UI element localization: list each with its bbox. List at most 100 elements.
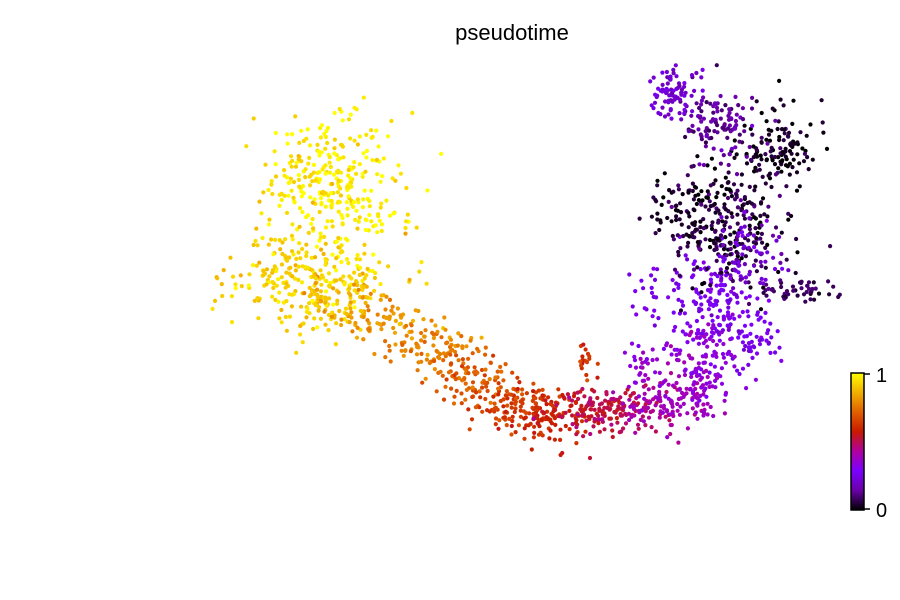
scatter-point-1966 xyxy=(671,189,676,194)
scatter-point-1175 xyxy=(585,378,590,383)
scatter-point-1898 xyxy=(700,198,705,203)
scatter-point-1739 xyxy=(770,233,776,238)
scatter-point-1957 xyxy=(678,201,683,206)
scatter-point-1414 xyxy=(688,386,693,391)
scatter-point-1471 xyxy=(707,370,712,375)
scatter-point-1072 xyxy=(509,423,514,429)
scatter-point-2356 xyxy=(771,255,776,260)
scatter-point-103 xyxy=(319,123,324,128)
scatter-point-2208 xyxy=(682,81,687,86)
scatter-point-1388 xyxy=(714,376,720,381)
scatter-point-1100 xyxy=(587,455,593,461)
scatter-point-1052 xyxy=(583,429,588,434)
scatter-point-968 xyxy=(503,393,509,398)
scatter-point-316 xyxy=(377,260,382,265)
scatter-point-685 xyxy=(389,308,394,313)
scatter-point-1821 xyxy=(675,233,680,238)
scatter-point-2317 xyxy=(806,280,812,285)
scatter-point-2178 xyxy=(720,125,725,130)
scatter-point-1090 xyxy=(576,396,581,401)
scatter-point-172 xyxy=(354,208,359,213)
scatter-point-1601 xyxy=(669,352,674,357)
scatter-point-262 xyxy=(252,298,257,303)
scatter-point-69 xyxy=(393,178,398,183)
scatter-point-156 xyxy=(300,209,305,215)
scatter-point-1475 xyxy=(674,357,680,362)
scatter-point-951 xyxy=(513,396,519,401)
scatter-point-270 xyxy=(269,237,274,242)
scatter-point-2092 xyxy=(780,149,785,155)
scatter-point-142 xyxy=(318,135,323,140)
scatter-point-1304 xyxy=(644,398,649,403)
scatter-point-426 xyxy=(310,298,315,303)
scatter-point-512 xyxy=(328,164,333,170)
scatter-point-152 xyxy=(307,143,313,148)
scatter-point-852 xyxy=(449,386,454,391)
scatter-point-545 xyxy=(325,219,330,224)
scatter-point-1688 xyxy=(679,222,684,227)
scatter-point-2231 xyxy=(673,63,678,68)
scatter-point-1955 xyxy=(691,197,697,202)
scatter-point-153 xyxy=(357,215,362,220)
scatter-point-779 xyxy=(449,342,454,347)
scatter-point-339 xyxy=(233,282,238,287)
scatter-point-1538 xyxy=(735,300,740,305)
scatter-point-2401 xyxy=(752,263,757,268)
scatter-point-1193 xyxy=(676,440,681,445)
scatter-point-1828 xyxy=(707,245,713,250)
scatter-point-1701 xyxy=(729,194,735,199)
scatter-point-866 xyxy=(460,378,465,383)
scatter-point-2046 xyxy=(795,142,801,147)
scatter-point-2181 xyxy=(712,129,717,134)
scatter-point-9 xyxy=(335,190,340,195)
scatter-point-909 xyxy=(533,401,538,406)
scatter-point-772 xyxy=(399,348,404,353)
scatter-point-402 xyxy=(276,277,281,282)
scatter-point-673 xyxy=(361,337,366,342)
scatter-point-1183 xyxy=(579,363,584,368)
scatter-point-1663 xyxy=(705,266,710,271)
scatter-point-1364 xyxy=(695,403,700,408)
scatter-point-1161 xyxy=(584,418,589,423)
scatter-point-37 xyxy=(375,172,380,177)
scatter-point-747 xyxy=(388,359,393,364)
scatter-point-1056 xyxy=(532,424,537,429)
scatter-point-427 xyxy=(336,245,341,250)
scatter-point-504 xyxy=(257,199,262,204)
scatter-point-869 xyxy=(472,365,477,370)
scatter-point-466 xyxy=(254,226,259,231)
scatter-point-1712 xyxy=(691,267,697,272)
scatter-point-1406 xyxy=(668,400,674,405)
scatter-point-1544 xyxy=(699,302,704,307)
scatter-point-544 xyxy=(338,170,344,175)
scatter-point-315 xyxy=(336,235,341,241)
scatter-point-573 xyxy=(335,298,340,303)
scatter-point-253 xyxy=(277,316,282,321)
scatter-point-609 xyxy=(349,310,354,315)
scatter-point-400 xyxy=(271,252,276,257)
scatter-point-2270 xyxy=(651,75,656,80)
scatter-point-706 xyxy=(464,344,469,349)
scatter-point-1799 xyxy=(707,237,713,243)
scatter-point-647 xyxy=(456,331,461,336)
scatter-point-2019 xyxy=(748,157,754,163)
scatter-point-536 xyxy=(273,174,279,179)
scatter-point-0 xyxy=(357,134,362,139)
scatter-point-2117 xyxy=(737,132,742,137)
scatter-point-494 xyxy=(284,210,290,215)
scatter-point-481 xyxy=(290,237,295,242)
scatter-point-88 xyxy=(297,140,302,145)
scatter-point-123 xyxy=(351,204,356,209)
scatter-point-419 xyxy=(319,273,325,278)
scatter-point-1269 xyxy=(668,431,673,437)
scatter-point-2177 xyxy=(725,126,731,131)
scatter-point-2338 xyxy=(728,273,733,278)
scatter-point-2313 xyxy=(790,284,796,289)
scatter-point-1965 xyxy=(655,183,660,188)
scatter-point-1457 xyxy=(710,353,715,358)
scatter-point-694 xyxy=(379,293,384,298)
scatter-point-1393 xyxy=(711,413,716,419)
scatter-point-2357 xyxy=(740,252,745,257)
scatter-point-350 xyxy=(279,275,284,280)
scatter-point-825 xyxy=(495,369,500,374)
